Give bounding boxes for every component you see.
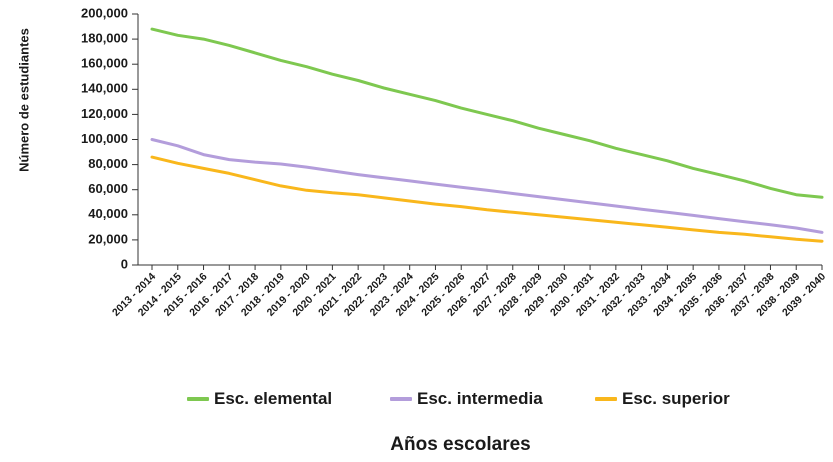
y-axis: 0 20,000 40,000 60,000 80,000 100,000 120,000 1… xyxy=(81,5,139,271)
legend-item-elemental: Esc. elemental xyxy=(187,384,332,414)
y-tick-label: 200,000 xyxy=(81,5,128,20)
y-tick-label: 160,000 xyxy=(81,56,128,71)
legend: Esc. elemental Esc. intermedia Esc. supe… xyxy=(0,384,833,414)
y-tick-label: 20,000 xyxy=(88,231,128,246)
y-axis-label: Número de estudiantes xyxy=(16,28,31,172)
legend-label: Esc. superior xyxy=(622,389,730,408)
legend-label: Esc. elemental xyxy=(214,389,333,408)
legend-swatch xyxy=(187,397,209,401)
series-line xyxy=(150,138,824,234)
line-chart: Número de estudiantes 0 20,000 40,000 60,00… xyxy=(16,5,828,319)
series-line xyxy=(150,155,824,243)
legend-swatch xyxy=(595,397,617,401)
legend-label: Esc. intermedia xyxy=(417,389,543,408)
legend-item-intermedia: Esc. intermedia xyxy=(390,384,543,414)
x-axis-label: Años escolares xyxy=(390,434,531,455)
y-tick-label: 40,000 xyxy=(88,206,128,221)
y-tick-label: 120,000 xyxy=(81,106,128,121)
legend-item-superior: Esc. superior xyxy=(595,384,730,414)
y-tick-label: 60,000 xyxy=(88,181,128,196)
y-tick-label: 180,000 xyxy=(81,31,128,46)
legend-swatch xyxy=(390,397,412,401)
y-tick-label: 80,000 xyxy=(88,156,128,171)
series-line xyxy=(150,27,824,199)
y-tick-label: 100,000 xyxy=(81,131,128,146)
series-lines xyxy=(150,27,824,243)
y-tick-label: 140,000 xyxy=(81,81,128,96)
y-tick-label: 0 xyxy=(121,256,128,271)
